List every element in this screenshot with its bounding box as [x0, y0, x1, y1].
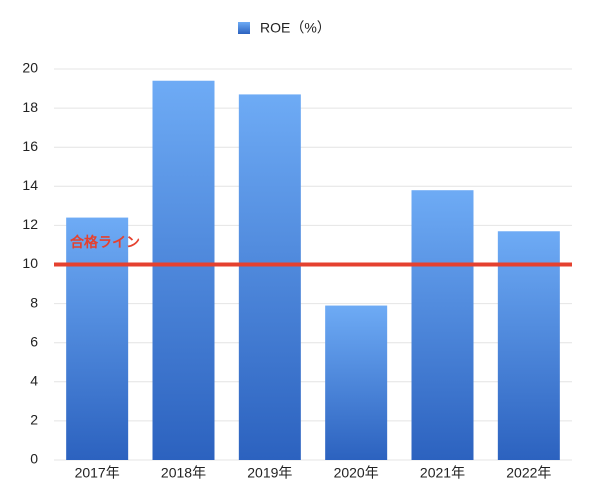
bar — [325, 305, 388, 460]
reference-label: 合格ライン — [70, 234, 140, 250]
y-tick-label: 12 — [22, 216, 38, 232]
legend-label: ROE（%） — [260, 20, 331, 36]
y-tick-label: 10 — [22, 255, 38, 271]
legend-swatch — [238, 22, 250, 34]
x-tick-label: 2018年 — [161, 465, 206, 481]
y-tick-label: 20 — [22, 60, 38, 76]
y-tick-label: 4 — [30, 373, 38, 389]
x-tick-label: 2020年 — [334, 465, 379, 481]
y-tick-label: 6 — [30, 333, 38, 349]
bar — [497, 231, 560, 460]
y-tick-label: 18 — [22, 99, 38, 115]
x-tick-label: 2021年 — [420, 465, 465, 481]
bar — [66, 217, 129, 460]
y-tick-label: 16 — [22, 138, 38, 154]
y-tick-label: 2 — [30, 412, 38, 428]
y-tick-label: 0 — [30, 451, 38, 467]
bar — [152, 80, 215, 460]
y-tick-label: 8 — [30, 294, 38, 310]
x-tick-label: 2022年 — [506, 465, 551, 481]
bar — [411, 190, 474, 460]
y-tick-label: 14 — [22, 177, 38, 193]
x-tick-label: 2019年 — [247, 465, 292, 481]
bar — [238, 94, 301, 460]
x-tick-label: 2017年 — [75, 465, 120, 481]
